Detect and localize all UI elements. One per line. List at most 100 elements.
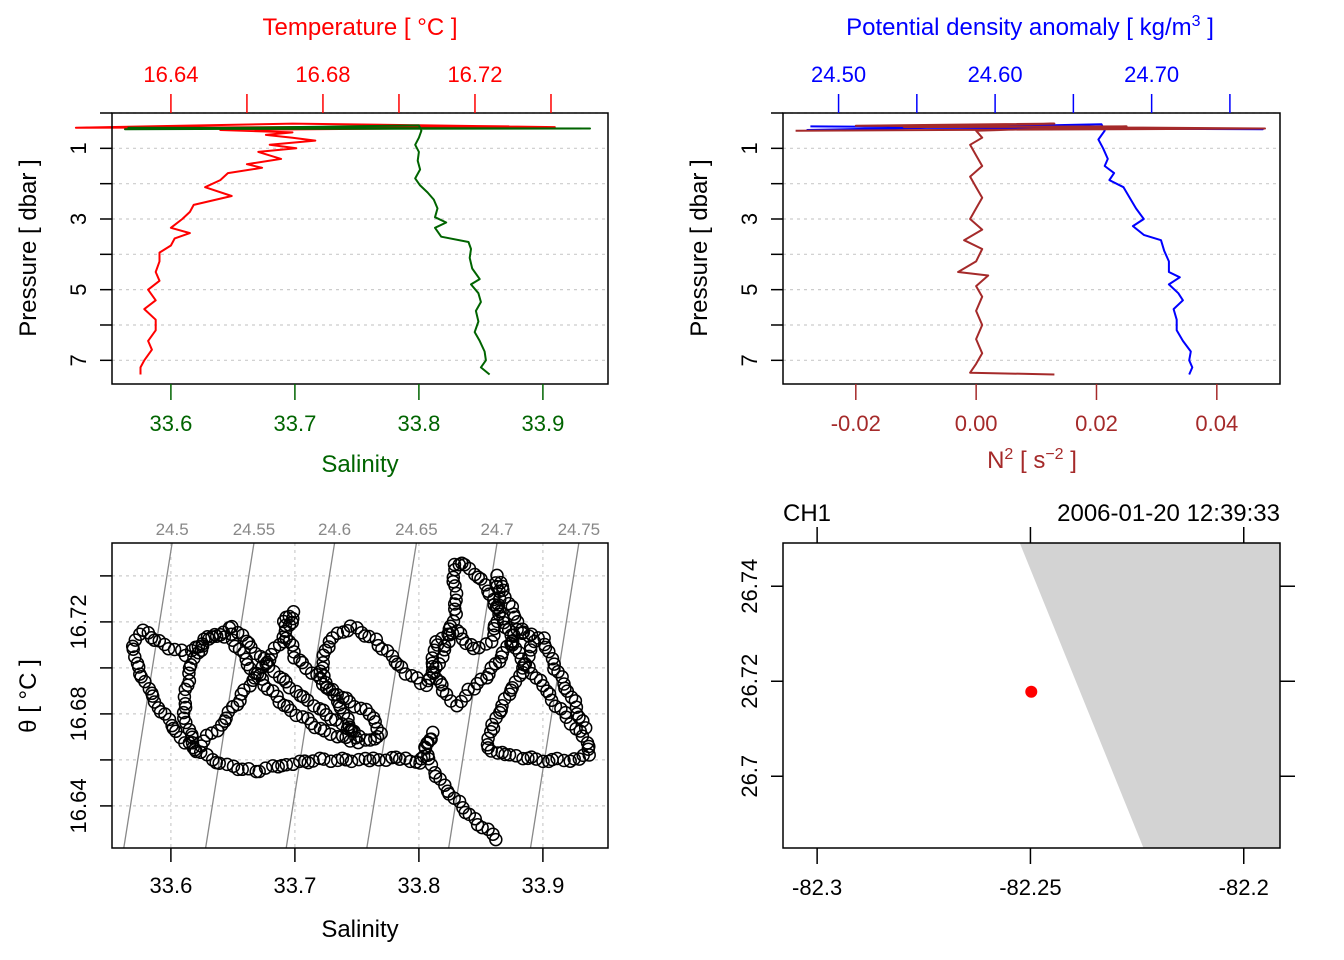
ts-point xyxy=(374,726,388,741)
ts-point xyxy=(439,687,454,701)
ts-point xyxy=(208,627,222,642)
bottom-tick-label: 0.00 xyxy=(955,411,998,436)
bottom-tick-label: 33.8 xyxy=(397,411,440,436)
ts-point xyxy=(505,600,520,614)
y-tick-label: 26.74 xyxy=(737,559,762,614)
ts-point xyxy=(257,651,272,666)
bottom-tick-label: 33.6 xyxy=(149,411,192,436)
ts-point xyxy=(461,682,475,697)
ts-point xyxy=(182,666,196,680)
ts-point xyxy=(489,600,504,614)
ts-point xyxy=(217,630,232,644)
ts-point xyxy=(456,801,470,815)
bottom-tick-label: 33.9 xyxy=(521,411,564,436)
ts-point xyxy=(231,762,245,777)
y-tick-label: 26.72 xyxy=(737,654,762,709)
ts-point xyxy=(466,641,481,656)
ts-point xyxy=(472,640,486,655)
profile-series xyxy=(74,122,591,376)
bottom-tick-label: 0.02 xyxy=(1075,411,1118,436)
ts-point xyxy=(449,593,463,608)
top-tick-label: 16.72 xyxy=(447,62,502,87)
ts-point xyxy=(490,614,504,629)
isopycnal-label: 24.75 xyxy=(558,520,601,539)
series-potential-density-anomaly xyxy=(806,123,1264,375)
ts-point xyxy=(165,718,179,733)
ts-point xyxy=(389,750,403,765)
ts-point xyxy=(316,661,330,675)
y-tick-label: 16.68 xyxy=(66,686,91,741)
ts-point xyxy=(578,721,593,735)
ts-point xyxy=(575,729,590,743)
salinity-axis-title: Salinity xyxy=(321,451,398,478)
top-tick-label: 16.68 xyxy=(295,62,350,87)
ts-point xyxy=(276,630,290,644)
ts-point xyxy=(390,657,405,672)
pressure-axis-title: Pressure [ dbar ] xyxy=(15,159,42,336)
ts-point xyxy=(322,640,336,654)
ts-point xyxy=(545,651,560,666)
ts-point xyxy=(295,710,310,724)
ts-point xyxy=(448,602,462,616)
salinity-axis: 33.6 33.7 33.8 33.9 xyxy=(149,384,564,436)
ts-point xyxy=(536,754,550,769)
y-tick-label: 16.72 xyxy=(66,594,91,649)
isopycnal-label: 24.6 xyxy=(318,520,351,539)
ts-point xyxy=(568,694,583,708)
ts-point xyxy=(435,684,450,698)
ts-point xyxy=(178,697,193,711)
ts-point xyxy=(249,764,263,779)
ts-point xyxy=(330,694,345,709)
ts-point xyxy=(385,750,399,765)
x-tick-label: -82.2 xyxy=(1219,875,1269,900)
top-tick-label: 24.50 xyxy=(811,62,866,87)
y-tick-label: 5 xyxy=(66,284,91,296)
series-salinity xyxy=(124,124,591,376)
ts-point xyxy=(267,641,282,655)
x-tick-label: -82.25 xyxy=(999,875,1061,900)
y-tick-label: 1 xyxy=(66,142,91,154)
isopycnals: 24.5 24.55 24.6 24.65 24.7 24.75 xyxy=(123,520,601,849)
ts-point xyxy=(243,661,257,676)
temperature-axis-title: Temperature [ °C ] xyxy=(263,14,458,41)
ts-point xyxy=(495,698,509,713)
ts-point xyxy=(237,645,251,660)
ts-point xyxy=(133,667,147,681)
y-tick-label: 3 xyxy=(66,213,91,225)
ts-point xyxy=(440,784,455,799)
ts-point xyxy=(425,656,440,670)
plot-frame xyxy=(111,112,609,385)
ts-point xyxy=(278,624,293,638)
ts-point xyxy=(576,748,590,763)
ts-point xyxy=(495,745,509,760)
ts-point xyxy=(345,724,359,738)
pressure-gridlines xyxy=(783,112,1280,361)
ts-point xyxy=(225,633,240,647)
plot-frame xyxy=(782,112,1281,385)
ts-point xyxy=(185,736,200,750)
ts-point xyxy=(241,762,256,776)
top-tick-label: 24.60 xyxy=(968,62,1023,87)
pressure-axis: 1 3 5 7 xyxy=(66,112,112,366)
y-tick-label: 1 xyxy=(737,142,762,154)
top-tick-label: 16.64 xyxy=(143,62,198,87)
ts-point xyxy=(563,754,577,768)
ts-point xyxy=(324,754,338,769)
ts-point xyxy=(508,641,523,655)
station-marker xyxy=(1025,685,1038,698)
ts-point xyxy=(224,627,239,641)
x-tick-label: 33.6 xyxy=(149,873,192,898)
ts-point xyxy=(486,827,500,841)
ts-point xyxy=(341,711,355,726)
n2-axis-title: N2 [ s−2 ] xyxy=(987,446,1077,474)
ts-point xyxy=(191,645,206,660)
ts-point xyxy=(287,651,301,665)
ts-point xyxy=(282,680,297,695)
salinity-axis: 33.6 33.7 33.8 33.9 xyxy=(149,848,564,898)
ts-point xyxy=(516,625,531,639)
pressure-axis: 1 3 5 7 xyxy=(737,112,783,366)
panel-density-n2: 1 3 5 7 24.50 24.60 24.70 -0.02 0.00 0.02 0.04 P… xyxy=(686,13,1281,474)
salinity-axis-title: Salinity xyxy=(321,916,398,943)
ts-point xyxy=(366,711,381,725)
ts-point xyxy=(313,751,327,766)
